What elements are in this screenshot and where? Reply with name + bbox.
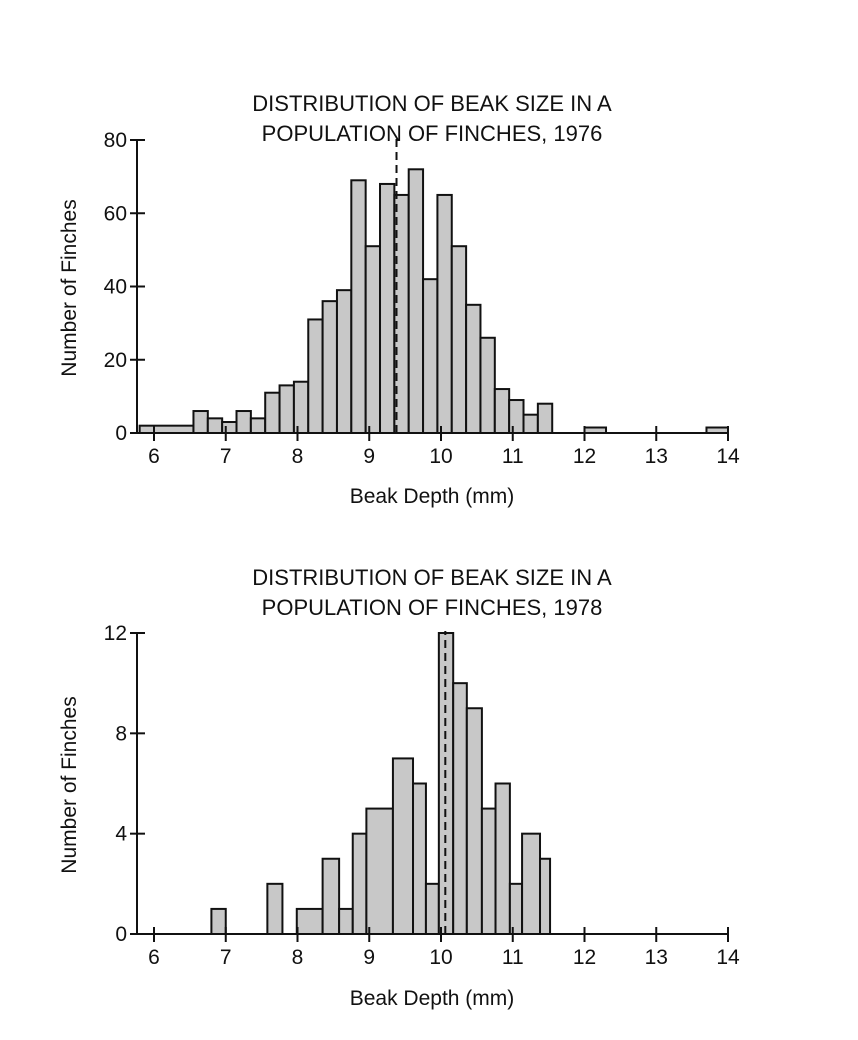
y-tick-label: 20 bbox=[104, 349, 127, 372]
histogram-bar bbox=[292, 380, 310, 435]
x-tick-label: 12 bbox=[573, 946, 596, 969]
histogram-bar bbox=[210, 907, 227, 936]
x-tick-label: 6 bbox=[148, 946, 160, 969]
x-tick-label: 6 bbox=[148, 445, 160, 468]
x-tick-label: 7 bbox=[220, 946, 232, 969]
chart-title-line-2: POPULATION OF FINCHES, 1978 bbox=[262, 595, 603, 620]
histogram-bar bbox=[264, 391, 281, 434]
histogram-bar bbox=[436, 193, 453, 434]
histogram-bar bbox=[307, 318, 324, 434]
histogram-bar bbox=[521, 832, 542, 936]
x-tick-label: 8 bbox=[292, 445, 304, 468]
chart-title-line-1: DISTRIBUTION OF BEAK SIZE IN A bbox=[252, 91, 612, 116]
histogram-bar bbox=[365, 807, 394, 935]
histogram-bar bbox=[508, 399, 525, 435]
histogram-bar bbox=[295, 907, 324, 936]
histogram-bar bbox=[249, 417, 267, 435]
histogram-bar bbox=[351, 832, 368, 936]
x-tick-label: 14 bbox=[716, 445, 740, 468]
x-tick-label: 10 bbox=[429, 445, 452, 468]
histogram-bar bbox=[221, 421, 238, 435]
histogram-bar bbox=[465, 303, 482, 434]
histogram-bar bbox=[379, 182, 396, 434]
histogram-bar bbox=[192, 410, 209, 434]
y-tick-label: 0 bbox=[115, 923, 127, 946]
histogram-bar bbox=[465, 707, 483, 935]
y-tick-label: 40 bbox=[104, 276, 127, 299]
x-tick-label: 13 bbox=[645, 445, 668, 468]
histogram-bar bbox=[338, 907, 354, 936]
chart-1978: DISTRIBUTION OF BEAK SIZE IN A POPULATIO… bbox=[58, 565, 740, 1010]
histogram-bar bbox=[452, 682, 468, 936]
histogram-bar bbox=[479, 336, 496, 434]
histogram-bar bbox=[391, 757, 415, 936]
histogram-bar bbox=[412, 782, 427, 935]
histogram-bar bbox=[364, 245, 382, 434]
y-tick-label: 4 bbox=[115, 823, 127, 846]
x-tick-label: 11 bbox=[502, 445, 524, 468]
y-axis-label: Number of Finches bbox=[58, 199, 81, 376]
y-tick-label: 0 bbox=[115, 422, 127, 445]
y-tick-label: 12 bbox=[104, 622, 127, 645]
histogram-bar bbox=[138, 424, 195, 434]
histogram-bar bbox=[407, 168, 425, 435]
histogram-bar bbox=[494, 782, 511, 935]
histogram-bar bbox=[539, 857, 552, 935]
histogram-bar bbox=[321, 300, 338, 434]
x-axis-label: Beak Depth (mm) bbox=[350, 987, 515, 1010]
y-tick-label: 80 bbox=[104, 129, 127, 152]
y-tick-label: 60 bbox=[104, 202, 127, 225]
histogram-bar bbox=[480, 807, 497, 935]
histogram-bar bbox=[493, 388, 511, 434]
histogram-bar bbox=[422, 278, 439, 434]
histogram-bar bbox=[266, 882, 284, 935]
y-axis-label: Number of Finches bbox=[58, 696, 81, 873]
histogram-bar bbox=[508, 882, 524, 935]
histogram-bar bbox=[335, 289, 353, 434]
histogram-bar bbox=[522, 413, 539, 434]
histogram-bar bbox=[278, 384, 295, 435]
x-axis-label: Beak Depth (mm) bbox=[350, 485, 515, 508]
y-tick-label: 8 bbox=[115, 722, 127, 745]
chart-title-line-2: POPULATION OF FINCHES, 1976 bbox=[262, 121, 603, 146]
x-tick-label: 14 bbox=[716, 946, 740, 969]
histogram-bar bbox=[424, 882, 440, 935]
x-tick-label: 8 bbox=[292, 946, 304, 969]
histogram-bar bbox=[235, 410, 252, 434]
histogram-bar bbox=[206, 417, 224, 435]
histogram-bar bbox=[350, 179, 367, 434]
chart-1976: DISTRIBUTION OF BEAK SIZE IN A POPULATIO… bbox=[58, 91, 740, 508]
x-tick-label: 9 bbox=[363, 946, 375, 969]
histogram-bar bbox=[321, 857, 341, 935]
histogram-bar bbox=[450, 245, 468, 434]
x-tick-label: 9 bbox=[363, 445, 375, 468]
chart-title-line-1: DISTRIBUTION OF BEAK SIZE IN A bbox=[252, 565, 612, 590]
x-tick-label: 11 bbox=[502, 946, 524, 969]
x-tick-label: 13 bbox=[645, 946, 668, 969]
x-tick-label: 12 bbox=[573, 445, 596, 468]
x-tick-label: 10 bbox=[429, 946, 452, 969]
x-tick-label: 7 bbox=[220, 445, 232, 468]
histogram-bar bbox=[536, 402, 554, 435]
